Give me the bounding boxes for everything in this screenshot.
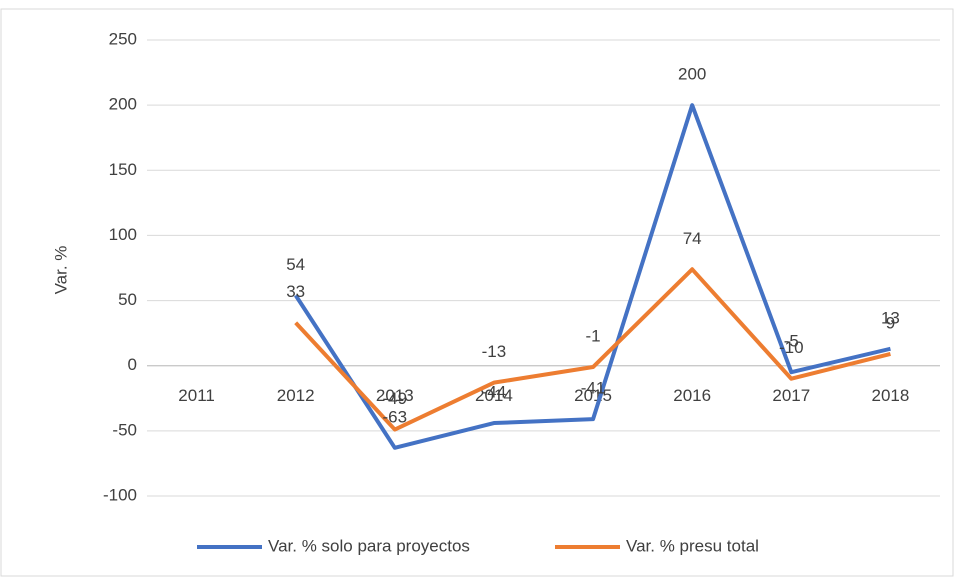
y-tick-label: 0 (128, 355, 137, 374)
series-line (294, 103, 891, 450)
y-axis-title: Var. % (51, 246, 70, 295)
y-tick-label: 150 (109, 160, 137, 179)
data-label: 13 (881, 308, 900, 327)
chart-frame (0, 8, 954, 577)
x-tick-label: 2011 (178, 386, 215, 405)
data-label: 54 (286, 255, 305, 274)
legend-label: Var. % solo para proyectos (268, 536, 470, 555)
x-tick-label: 2016 (673, 386, 711, 405)
data-label: -13 (482, 342, 507, 361)
data-label: -41 (581, 379, 606, 398)
series-line (294, 267, 891, 432)
data-label: 200 (678, 65, 706, 84)
x-tick-label: 2018 (872, 386, 910, 405)
y-tick-label: 250 (109, 29, 137, 48)
data-label: -10 (779, 338, 804, 357)
data-label: 33 (286, 282, 305, 301)
data-label: -49 (383, 389, 408, 408)
y-tick-label: 50 (118, 290, 137, 309)
x-tick-label: 2013 (376, 386, 414, 405)
data-label: -1 (586, 327, 601, 346)
y-tick-label: 100 (109, 225, 137, 244)
data-label: 74 (683, 229, 702, 248)
x-tick-label: 2017 (772, 386, 810, 405)
x-tick-label: 2014 (475, 386, 513, 405)
data-label: 9 (886, 313, 895, 332)
data-label: -44 (482, 383, 507, 402)
y-tick-label: -50 (112, 420, 137, 439)
data-label: -5 (784, 332, 799, 351)
x-tick-label: 2012 (277, 386, 315, 405)
data-label: -63 (383, 407, 408, 426)
y-tick-label: -100 (103, 485, 137, 504)
y-tick-label: 200 (109, 95, 137, 114)
legend-label: Var. % presu total (626, 536, 759, 555)
